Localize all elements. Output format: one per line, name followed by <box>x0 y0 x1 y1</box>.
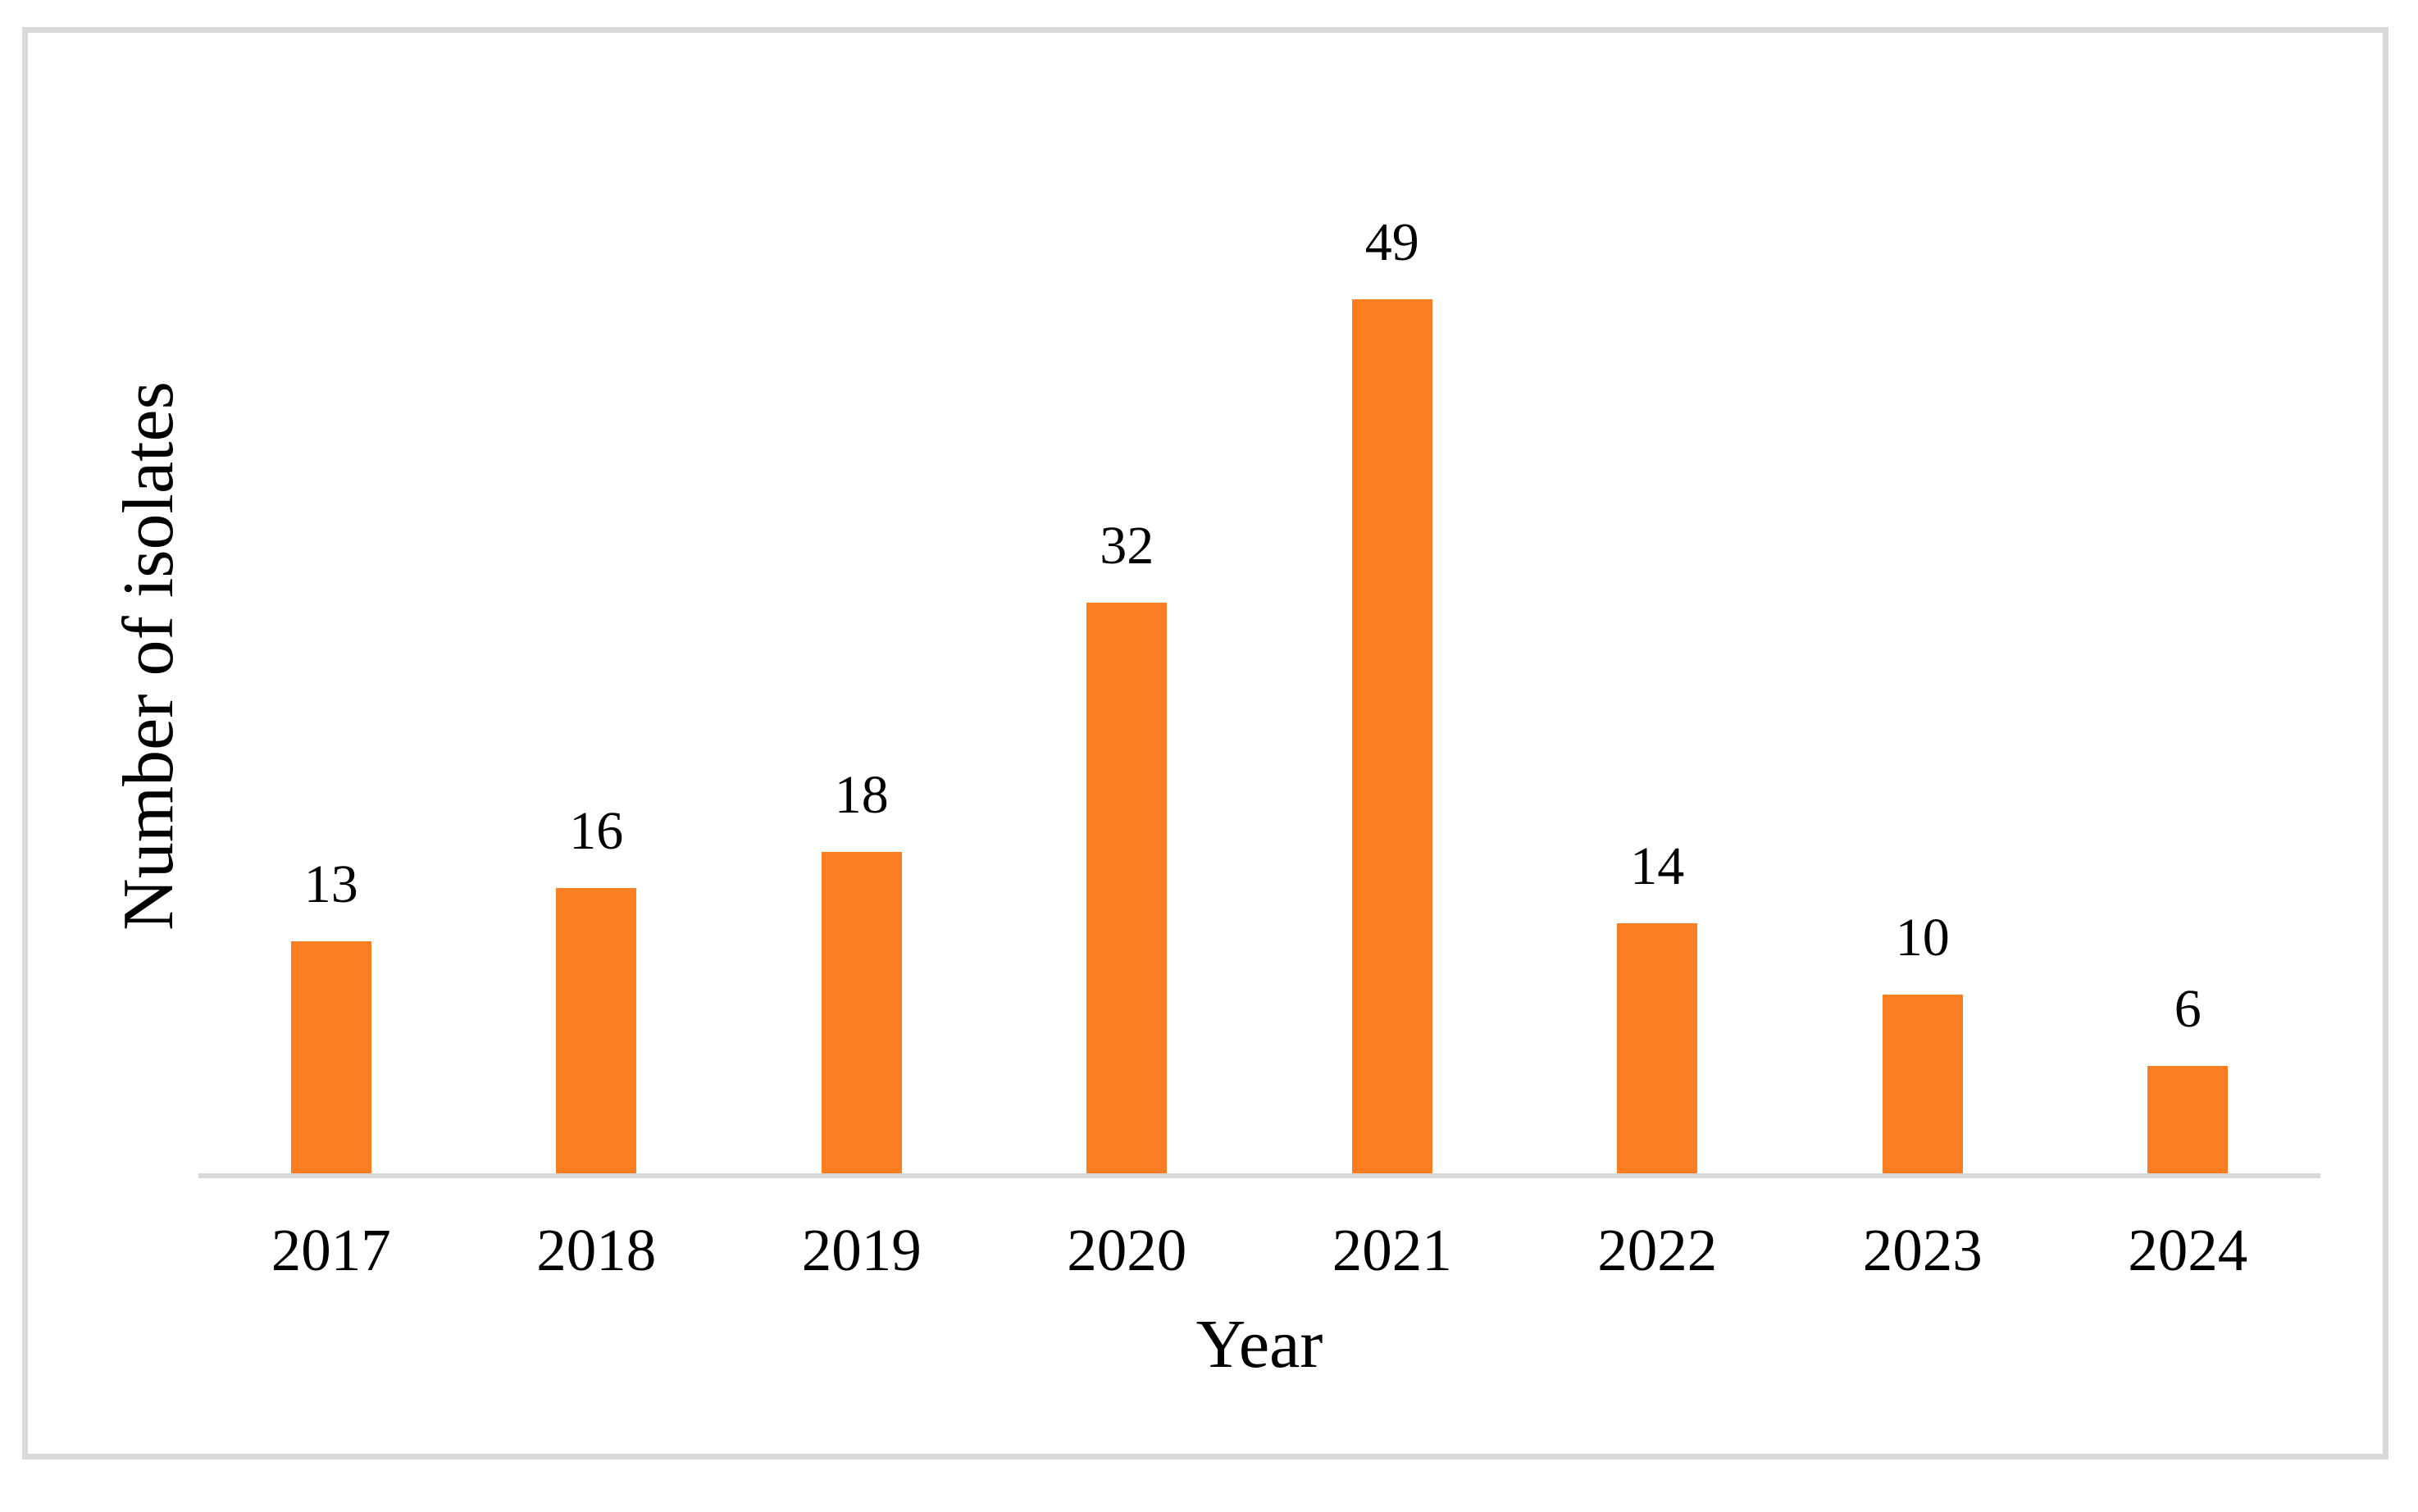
x-tick-label: 2024 <box>2128 1217 2248 1283</box>
bar <box>1351 299 1432 1173</box>
bar <box>556 888 637 1173</box>
bar <box>1882 995 1963 1173</box>
bar-value-label: 6 <box>2174 979 2202 1039</box>
plot-area: 13 16 18 32 49 14 10 6 <box>198 206 2320 1173</box>
x-axis-line <box>198 1173 2320 1178</box>
bar <box>821 852 902 1173</box>
bar-value-label: 18 <box>834 765 889 825</box>
bar-slot-2017: 13 <box>198 206 464 1173</box>
bar-value-label: 16 <box>569 801 624 861</box>
x-tick-label: 2023 <box>1862 1217 1983 1283</box>
bar-value-label: 14 <box>1630 836 1685 896</box>
bar <box>1617 923 1698 1173</box>
bar-slot-2023: 10 <box>1790 206 2056 1173</box>
x-tick-label: 2021 <box>1332 1217 1452 1283</box>
bar-value-label: 10 <box>1895 908 1950 968</box>
x-tick-label: 2020 <box>1067 1217 1187 1283</box>
bar <box>2147 1066 2229 1173</box>
x-tick-label: 2022 <box>1597 1217 1718 1283</box>
x-tick-label: 2019 <box>801 1217 922 1283</box>
y-axis-title: Number of isolates <box>109 381 189 931</box>
bar-value-label: 49 <box>1364 212 1419 272</box>
x-axis-title: Year <box>1195 1306 1323 1382</box>
bar-slot-2024: 6 <box>2056 206 2321 1173</box>
bar-value-label: 32 <box>1100 516 1154 576</box>
figure-frame-border <box>22 27 2388 1460</box>
x-axis-tick-labels: 2017 2018 2019 2020 2021 2022 2023 2024 <box>198 1220 2320 1280</box>
x-tick-label: 2018 <box>536 1217 657 1283</box>
bar <box>290 941 371 1173</box>
bar <box>1086 603 1168 1173</box>
bar-slot-2020: 32 <box>995 206 1260 1173</box>
bar-slot-2022: 14 <box>1525 206 1791 1173</box>
bar-slot-2021: 49 <box>1259 206 1525 1173</box>
bar-slot-2019: 18 <box>729 206 995 1173</box>
x-tick-label: 2017 <box>271 1217 391 1283</box>
bar-value-label: 13 <box>303 854 358 914</box>
bar-slot-2018: 16 <box>464 206 730 1173</box>
